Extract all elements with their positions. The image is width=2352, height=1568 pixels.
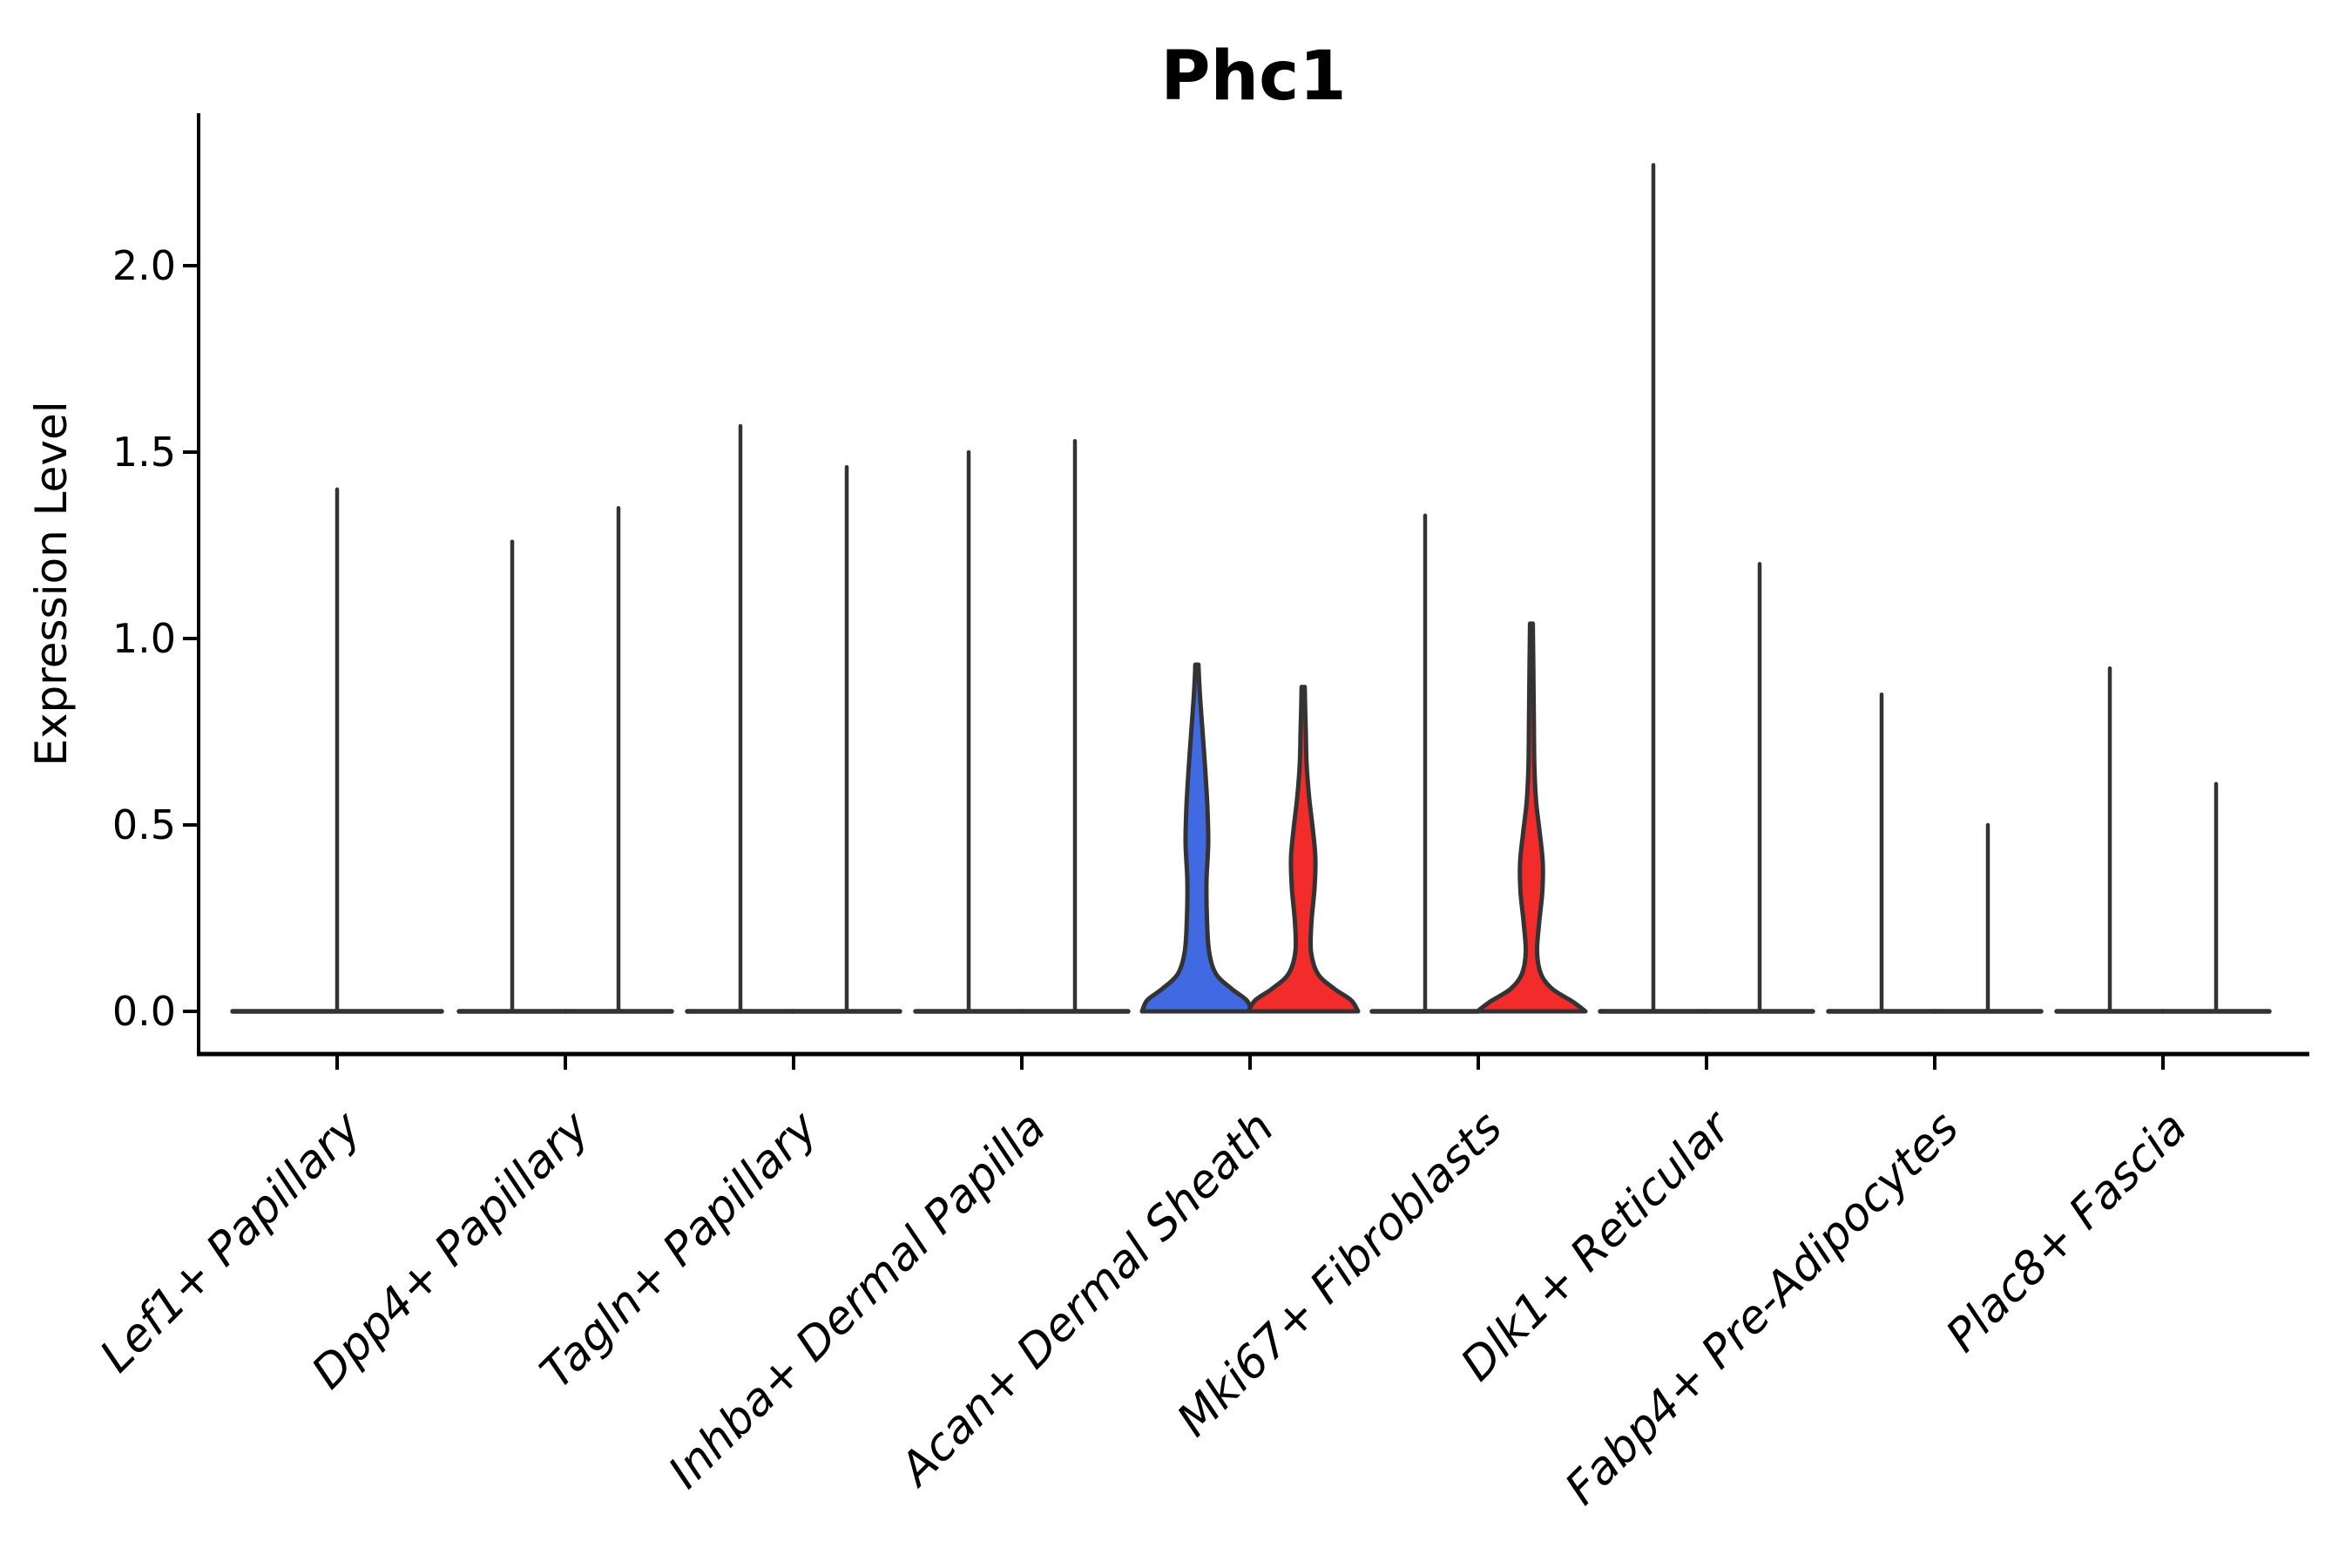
violin-filled-right bbox=[1475, 621, 1588, 1014]
violin-group-mki67-fibroblasts bbox=[1369, 513, 1588, 1014]
y-tick-label: 0.5 bbox=[112, 801, 176, 848]
chart-title: Phc1 bbox=[1160, 37, 1346, 116]
y-tick-label: 2.0 bbox=[112, 242, 176, 289]
x-tick-label-acan-dermal-sheath: Acan+ Dermal Sheath bbox=[889, 1102, 1284, 1497]
violin-group-fabp4-pre-adipocytes bbox=[1826, 692, 2044, 1014]
violin-group-lef1-papillary bbox=[230, 487, 444, 1014]
violin-group-dpp4-papillary bbox=[456, 505, 674, 1014]
y-tick-label: 1.0 bbox=[112, 615, 176, 662]
x-tick-label-fabp4-pre-adipocytes: Fabp4+ Pre-Adipocytes bbox=[1556, 1102, 1970, 1516]
y-tick-label: 1.5 bbox=[112, 429, 176, 476]
x-tick-label-plac8-fascia: Plac8+ Fascia bbox=[1936, 1102, 2197, 1362]
violin-group-tagln-papillary bbox=[685, 423, 902, 1014]
violin-group-plac8-fascia bbox=[2054, 666, 2272, 1014]
violin-group-inhba-dermal-papilla bbox=[913, 438, 1131, 1014]
y-tick-label: 0.0 bbox=[112, 988, 176, 1035]
violin-filled-left bbox=[1139, 662, 1254, 1014]
x-tick-label-inhba-dermal-papilla: Inhba+ Dermal Papilla bbox=[659, 1102, 1056, 1499]
violin-group-acan-dermal-sheath bbox=[1139, 662, 1361, 1014]
violin-filled-right bbox=[1246, 685, 1361, 1014]
y-axis-label: Expression Level bbox=[26, 401, 77, 766]
violin-group-dlk1-reticular bbox=[1598, 163, 1815, 1014]
